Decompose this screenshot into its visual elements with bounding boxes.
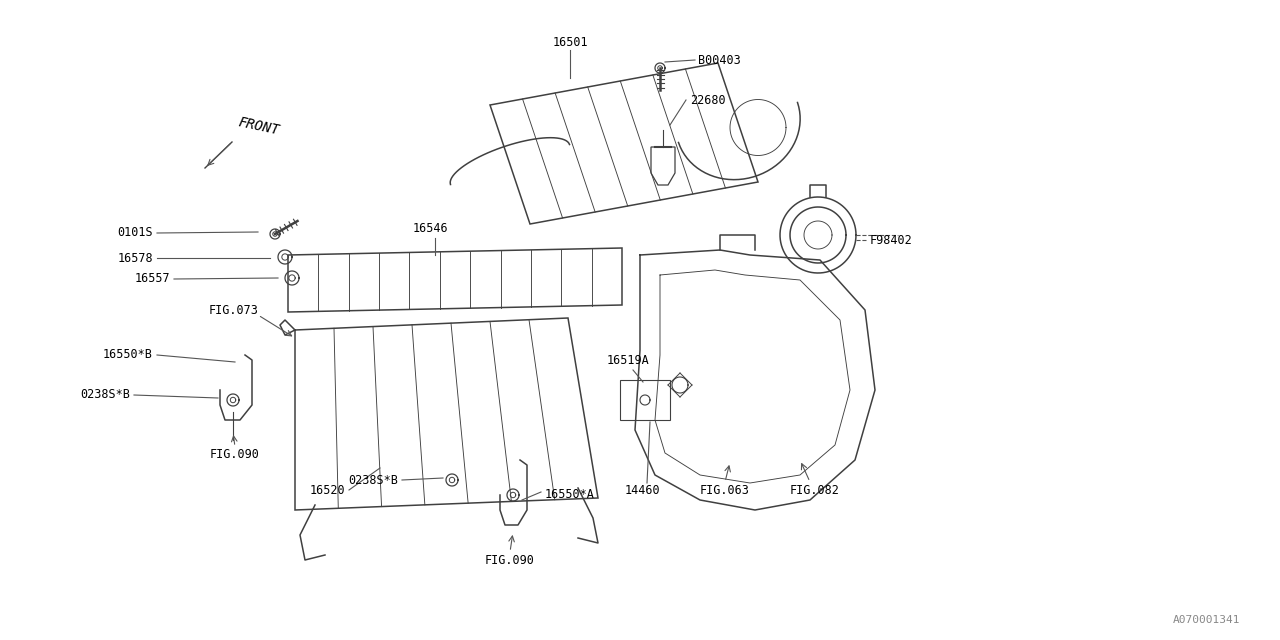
Text: 14460: 14460 [625, 483, 659, 497]
Text: FIG.090: FIG.090 [485, 554, 535, 566]
Text: 16501: 16501 [552, 35, 588, 49]
Text: B00403: B00403 [698, 54, 741, 67]
Text: 16550*A: 16550*A [545, 488, 595, 502]
Text: 22680: 22680 [690, 93, 726, 106]
Text: 0238S*B: 0238S*B [348, 474, 398, 486]
Text: FIG.090: FIG.090 [210, 449, 260, 461]
Text: FIG.073: FIG.073 [209, 303, 259, 317]
Text: 16550*B: 16550*B [104, 349, 154, 362]
Text: FRONT: FRONT [237, 116, 280, 138]
Text: A070001341: A070001341 [1172, 615, 1240, 625]
Text: 16519A: 16519A [607, 353, 649, 367]
Text: FIG.082: FIG.082 [790, 483, 840, 497]
Text: 16557: 16557 [134, 273, 170, 285]
Text: 0238S*B: 0238S*B [81, 388, 131, 401]
Text: FIG.063: FIG.063 [700, 483, 750, 497]
Text: 0101S: 0101S [118, 227, 154, 239]
Text: 16520: 16520 [310, 483, 346, 497]
Text: F98402: F98402 [870, 234, 913, 246]
Text: 16546: 16546 [412, 221, 448, 234]
Text: 16578: 16578 [118, 252, 154, 264]
